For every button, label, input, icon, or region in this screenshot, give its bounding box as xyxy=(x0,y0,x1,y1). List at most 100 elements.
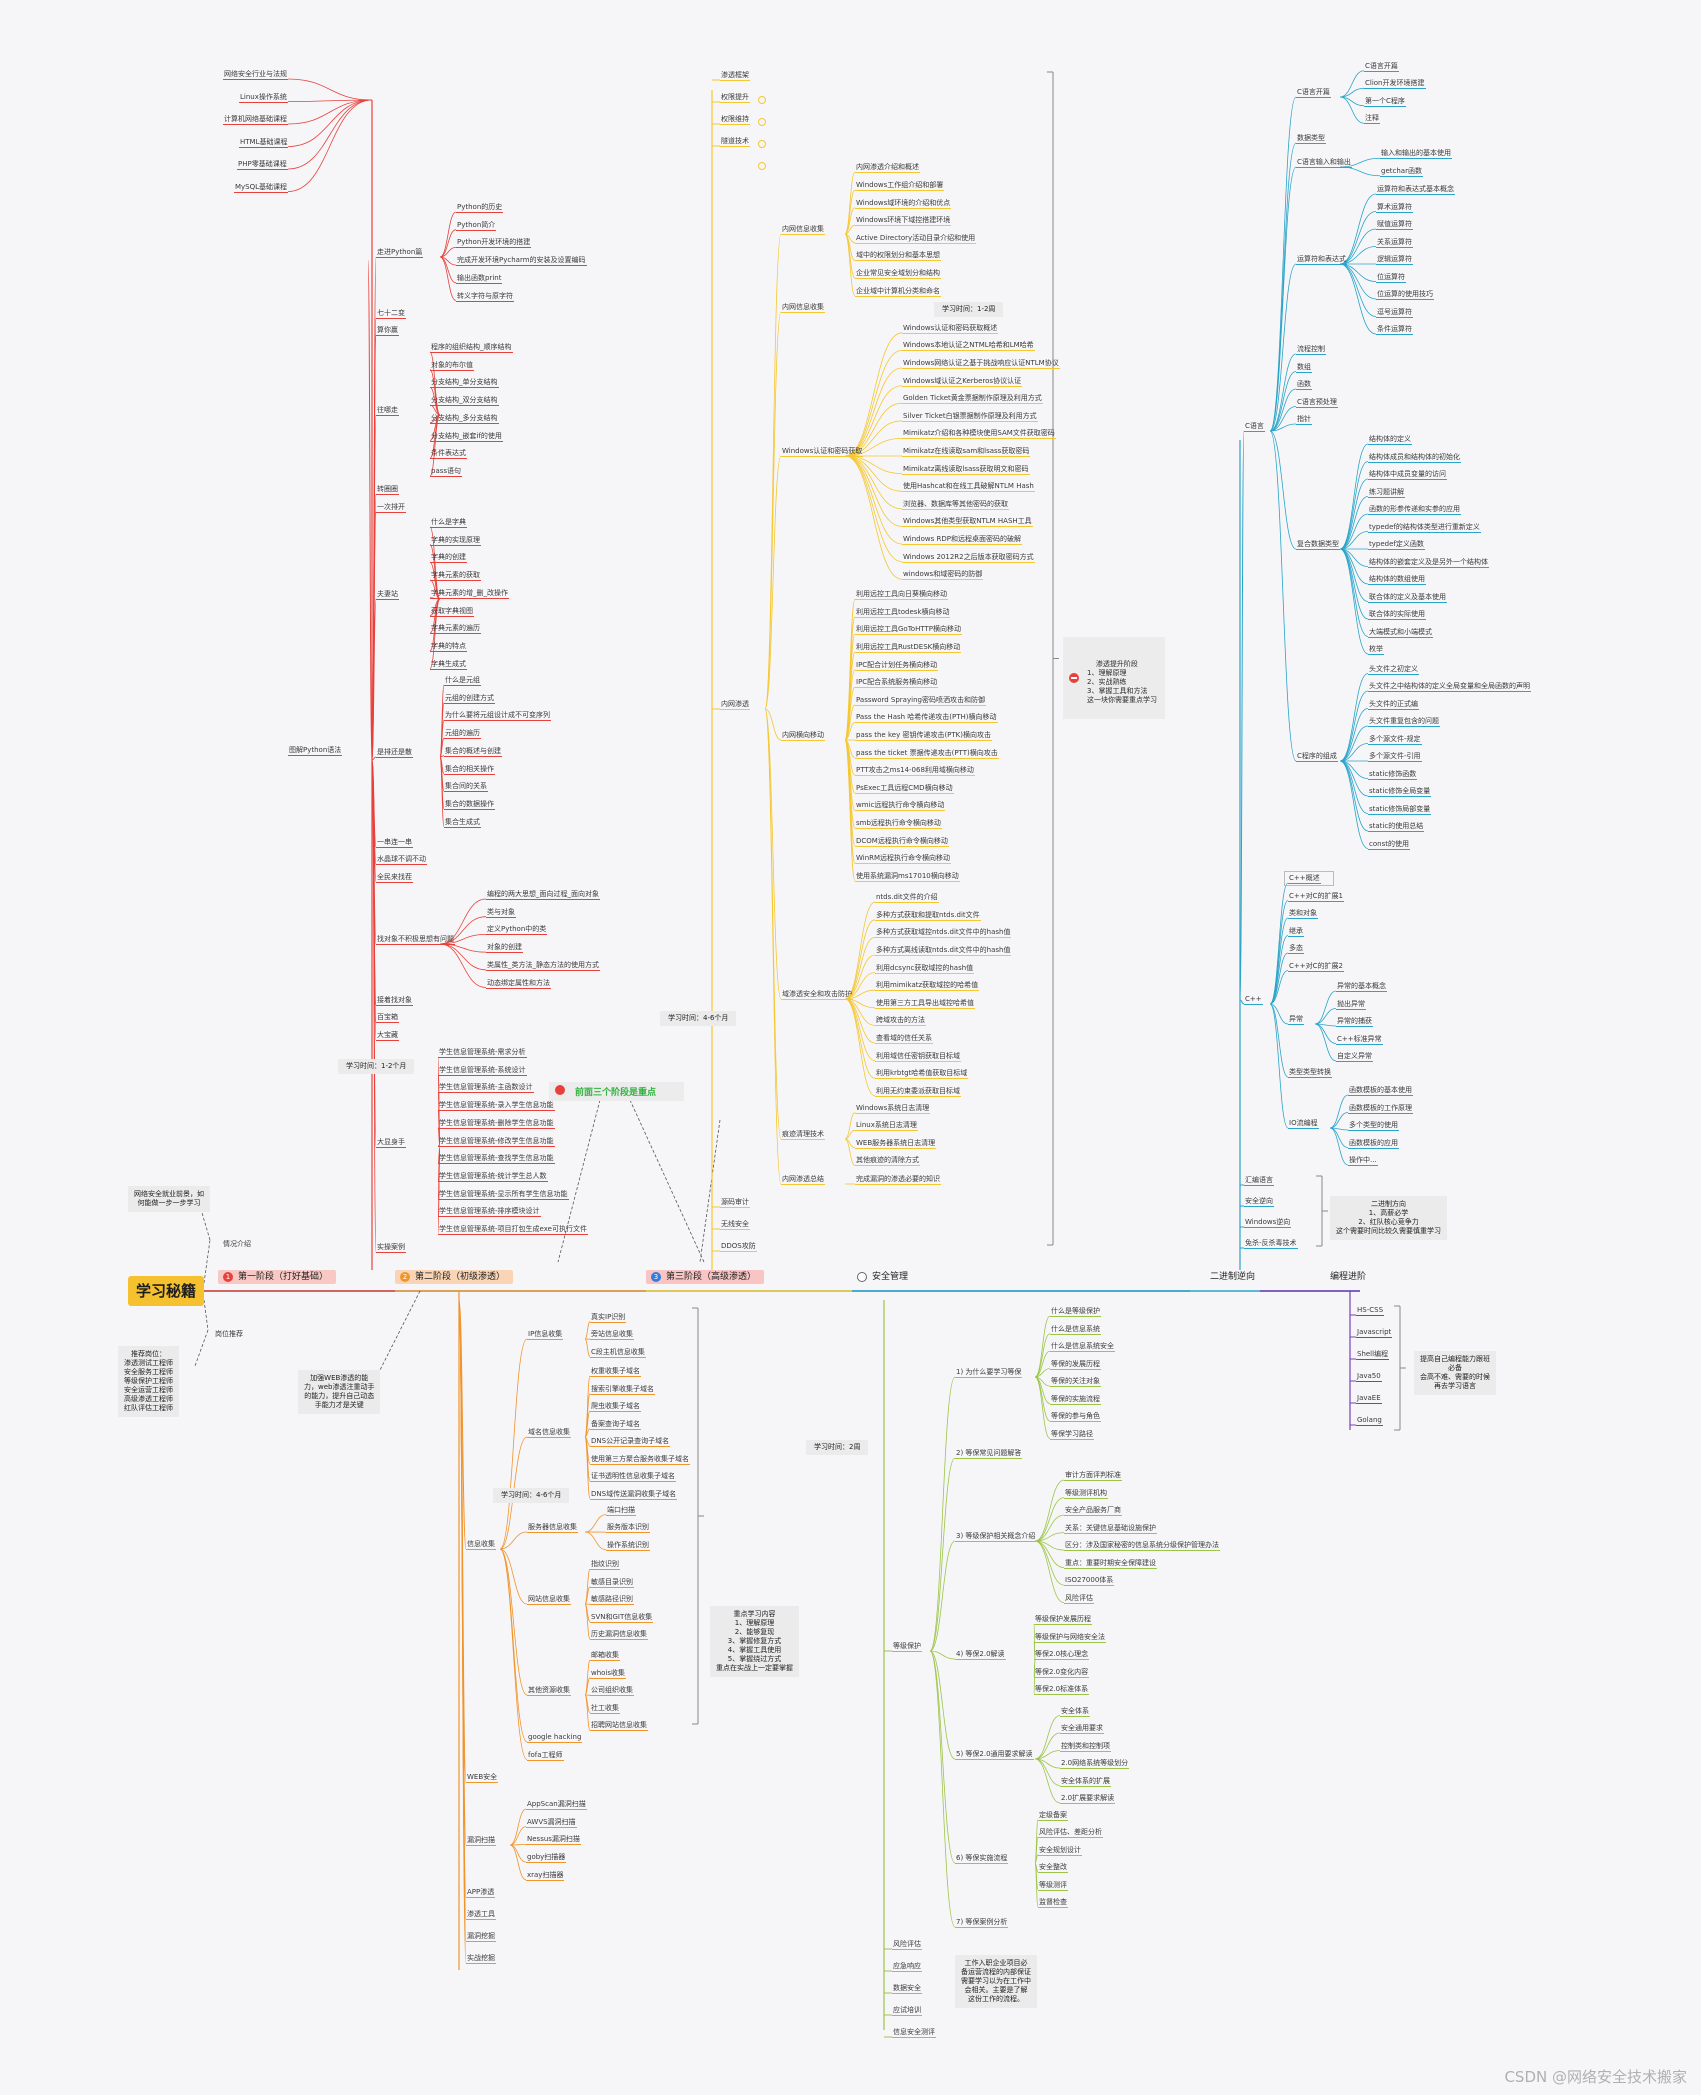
binary-proc-item-2[interactable]: 头文件的正式编 xyxy=(1368,699,1419,710)
stage2-site[interactable]: 网站信息收集 xyxy=(527,1595,571,1605)
binary-proc-item-6[interactable]: static修饰函数 xyxy=(1368,769,1418,780)
stage1-g4[interactable]: 往哪走 xyxy=(376,406,399,416)
stage3-dsec-item-2[interactable]: 多种方式获取域控ntds.dit文件中的hash值 xyxy=(875,928,1012,939)
stage1-g8-item-7[interactable]: 集合的数据操作 xyxy=(444,799,495,810)
stage1-g7-item-0[interactable]: 什么是字典 xyxy=(430,518,467,528)
stage2-extra-1[interactable]: fofa工程师 xyxy=(527,1750,564,1761)
collapse-dot-icon[interactable] xyxy=(758,96,766,104)
stage3-dsec-item-1[interactable]: 多种方式获取和提取ntds.dit文件 xyxy=(875,910,981,921)
stage1-g7-item-7[interactable]: 字典的特点 xyxy=(430,641,467,652)
safety-q4-item-2[interactable]: 等保2.0核心理念 xyxy=(1034,1650,1090,1661)
stage1-g4-item-4[interactable]: 分支结构_多分支结构 xyxy=(430,413,499,424)
stage3-clean-item-1[interactable]: Linux系统日志清理 xyxy=(855,1121,918,1132)
safety-q3-item-0[interactable]: 审计方面评判标准 xyxy=(1064,1471,1122,1482)
stage2-tail-0[interactable]: APP渗透 xyxy=(466,1888,496,1898)
stage3-dsec-item-11[interactable]: 利用无约束委派获取目标域 xyxy=(875,1086,961,1097)
binary-mid-1[interactable]: 数组 xyxy=(1296,362,1312,373)
stage2-social-item-2[interactable]: 公司组织收集 xyxy=(590,1686,634,1697)
stage3-dinfo-item-7[interactable]: 企业域中计算机分类和命名 xyxy=(855,286,941,297)
stage1-g8-item-6[interactable]: 集合间的关系 xyxy=(444,782,488,793)
stage3-dsec-item-7[interactable]: 跨域攻击的方法 xyxy=(875,1016,926,1027)
stage1-g9[interactable]: 一串连一串 xyxy=(376,838,413,848)
stage1-g17[interactable]: 实操案例 xyxy=(376,1243,406,1253)
stage3-clean-item-3[interactable]: 其他痕迹的清除方式 xyxy=(855,1156,920,1167)
binary-proc-item-5[interactable]: 多个源文件-引用 xyxy=(1368,752,1422,762)
stage1-g4-item-7[interactable]: pass语句 xyxy=(430,466,463,477)
stage3-dinfo-item-3[interactable]: Windows环境下域控搭建环境 xyxy=(855,216,952,227)
stage3-auth-item-7[interactable]: Mimikatz在线读取sam和lsass获取密码 xyxy=(902,447,1031,457)
binary-io[interactable]: C语言输入和输出 xyxy=(1296,158,1352,168)
binary-cpp-4[interactable]: 多态 xyxy=(1288,944,1304,954)
stage2-scan[interactable]: 漏洞扫描 xyxy=(466,1836,496,1846)
safety-q3-item-1[interactable]: 等级测评机构 xyxy=(1064,1488,1108,1499)
stage3-dinfo-item-6[interactable]: 企业常见安全域划分和结构 xyxy=(855,269,941,279)
stage2-scan-item-2[interactable]: Nessus漏洞扫描 xyxy=(526,1835,581,1846)
stage3-intranet[interactable]: 内网渗透 xyxy=(720,700,750,710)
binary-iostream-item-4[interactable]: 操作中... xyxy=(1348,1156,1378,1166)
binary-tail-1[interactable]: 安全逆向 xyxy=(1244,1197,1274,1207)
stage3-auth-item-6[interactable]: Mimikatz介绍和各种模块使用SAM文件获取密码 xyxy=(902,429,1056,440)
binary-stage-node[interactable]: 二进制逆向 xyxy=(1190,1270,1263,1284)
stage3-lateral-item-13[interactable]: smb远程执行命令横向移动 xyxy=(855,819,942,829)
stage2-social-item-3[interactable]: 社工收集 xyxy=(590,1703,620,1714)
stage2-ip-item-2[interactable]: C段主机信息收集 xyxy=(590,1347,646,1358)
binary-ce-item-3[interactable]: 注释 xyxy=(1364,114,1380,125)
stage1-g8[interactable]: 是排还是散 xyxy=(376,748,413,758)
stage3-dsec-item-3[interactable]: 多种方式离线读取ntds.dit文件中的hash值 xyxy=(875,946,1012,956)
safety-q6-item-1[interactable]: 风险评估、差距分析 xyxy=(1038,1828,1103,1838)
stage1-g4-item-1[interactable]: 对象的布尔值 xyxy=(430,360,474,371)
stage2-site-item-2[interactable]: 敏感路径识别 xyxy=(590,1595,634,1606)
stage3-auth-item-13[interactable]: Windows 2012R2之后版本获取密码方式 xyxy=(902,552,1035,563)
stage1-g1-item-3[interactable]: 完成开发环境Pycharm的安装及设置编码 xyxy=(456,256,587,267)
prog-item-4[interactable]: JavaEE xyxy=(1356,1394,1382,1404)
stage1-g13[interactable]: 接着找对象 xyxy=(376,996,413,1006)
stage2-domain-item-2[interactable]: 爬虫收集子域名 xyxy=(590,1402,641,1413)
stage2-social-item-4[interactable]: 招聘网站信息收集 xyxy=(590,1721,648,1732)
stage3-dinfo-item-2[interactable]: Windows域环境的介绍和优点 xyxy=(855,198,952,209)
binary-ops-item-0[interactable]: 运算符和表达式基本概念 xyxy=(1376,185,1455,195)
stage3-lateral-item-7[interactable]: Pass the Hash 哈希传递攻击(PTH)横向移动 xyxy=(855,713,998,724)
safety-stage-node[interactable]: 安全管理 xyxy=(852,1270,916,1284)
safety-q4-item-4[interactable]: 等保2.0标准体系 xyxy=(1034,1685,1090,1696)
stage1-g11[interactable]: 全民来找茬 xyxy=(376,873,413,883)
stage2-svc-item-1[interactable]: 服务版本识别 xyxy=(606,1523,650,1534)
safety-q3-item-4[interactable]: 区分：涉及国家秘密的信息系统分级保护管理办法 xyxy=(1064,1541,1220,1552)
stage3-lateral-item-15[interactable]: WinRM远程执行命令横向移动 xyxy=(855,854,952,865)
stage3-lateral-item-3[interactable]: 利用远控工具RustDESK横向移动 xyxy=(855,643,962,653)
stage1-g1-item-4[interactable]: 输出函数print xyxy=(456,273,503,284)
binary-iostream[interactable]: IO流编程 xyxy=(1288,1119,1319,1129)
stage1-g12-item-2[interactable]: 定义Python中的类 xyxy=(486,925,548,936)
stage2-domain[interactable]: 域名信息收集 xyxy=(527,1428,571,1438)
binary-cast[interactable]: 类型类型转换 xyxy=(1288,1068,1332,1078)
stage1-g7-item-4[interactable]: 字典元素的增_删_改操作 xyxy=(430,588,509,599)
stage2-tail-2[interactable]: 漏洞挖掘 xyxy=(466,1932,496,1942)
stage1-g15[interactable]: 大宝藏 xyxy=(376,1031,399,1041)
binary-ops-item-1[interactable]: 算术运算符 xyxy=(1376,202,1413,213)
stage3-top-0[interactable]: 渗透框架 xyxy=(720,71,750,81)
stage1-g12-item-4[interactable]: 类属性_类方法_静态方法的使用方式 xyxy=(486,960,600,971)
binary-cpp[interactable]: C++ xyxy=(1244,995,1263,1005)
stage1-g16-item-7[interactable]: 学生信息管理系统-统计学生总人数 xyxy=(438,1171,548,1182)
binary-ops[interactable]: 运算符和表达式 xyxy=(1296,255,1347,265)
stage1-g16-item-9[interactable]: 学生信息管理系统-排序模块设计 xyxy=(438,1207,541,1218)
stage3-dsec-item-10[interactable]: 利用krbtgt哈希值获取目标域 xyxy=(875,1069,969,1080)
binary-complex-item-12[interactable]: 枚举 xyxy=(1368,645,1384,655)
stage2-domain-item-1[interactable]: 搜索引擎收集子域名 xyxy=(590,1384,655,1395)
binary-complex-item-0[interactable]: 结构体的定义 xyxy=(1368,435,1412,445)
stage1-g3[interactable]: 算你赢 xyxy=(376,326,399,336)
stage1-g16-item-4[interactable]: 学生信息管理系统-删除学生信息功能 xyxy=(438,1118,555,1129)
safety-q7[interactable]: 7) 等保案例分析 xyxy=(955,1918,1009,1928)
binary-ce[interactable]: C语言开篇 xyxy=(1296,88,1331,98)
stage2-tail-3[interactable]: 实战挖掘 xyxy=(466,1954,496,1964)
stage3-auth-item-8[interactable]: Mimikatz离线读取lsass获取明文和密码 xyxy=(902,464,1030,475)
stage3-bottom-2[interactable]: DDOS攻防 xyxy=(720,1242,757,1252)
binary-iostream-item-1[interactable]: 函数模板的工作原理 xyxy=(1348,1103,1413,1114)
stage3-dsec-item-4[interactable]: 利用dcsync获取域控的hash值 xyxy=(875,963,975,974)
stage1-g16-item-6[interactable]: 学生信息管理系统-查找学生信息功能 xyxy=(438,1154,555,1165)
stage3-lateral-item-16[interactable]: 使用系统漏洞ms17010横向移动 xyxy=(855,871,960,882)
binary-cpp-0[interactable]: C++概述 xyxy=(1288,874,1321,884)
stage1-g6[interactable]: 一次排开 xyxy=(376,503,406,513)
stage3-auth-item-11[interactable]: Windows其他类型获取NTLM HASH工具 xyxy=(902,517,1033,528)
binary-ops-item-2[interactable]: 赋值运算符 xyxy=(1376,220,1413,230)
stage2-social[interactable]: 其他资源收集 xyxy=(527,1686,571,1696)
